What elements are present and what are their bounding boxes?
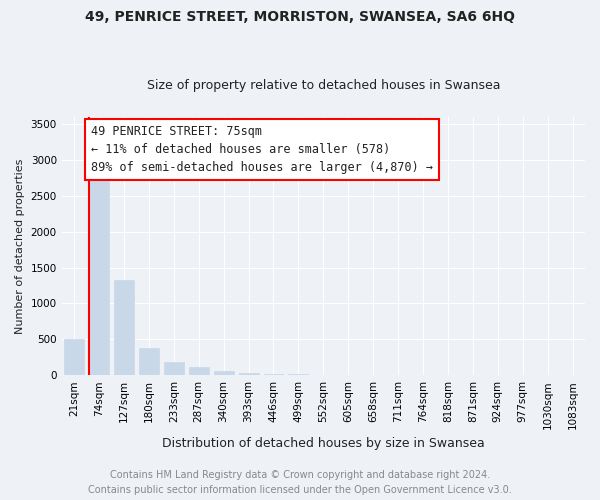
Bar [64, 340, 84, 375]
Bar [214, 371, 233, 375]
Bar [164, 362, 184, 375]
Text: 49 PENRICE STREET: 75sqm
← 11% of detached houses are smaller (578)
89% of semi-: 49 PENRICE STREET: 75sqm ← 11% of detach… [91, 126, 433, 174]
Bar [289, 374, 308, 375]
Bar [114, 280, 134, 375]
Text: Contains HM Land Registry data © Crown copyright and database right 2024.
Contai: Contains HM Land Registry data © Crown c… [88, 470, 512, 495]
Bar [263, 374, 283, 375]
X-axis label: Distribution of detached houses by size in Swansea: Distribution of detached houses by size … [162, 437, 485, 450]
Title: Size of property relative to detached houses in Swansea: Size of property relative to detached ho… [146, 79, 500, 92]
Y-axis label: Number of detached properties: Number of detached properties [15, 158, 25, 334]
Bar [139, 348, 159, 375]
Bar [189, 367, 209, 375]
Bar [89, 138, 109, 375]
Text: 49, PENRICE STREET, MORRISTON, SWANSEA, SA6 6HQ: 49, PENRICE STREET, MORRISTON, SWANSEA, … [85, 10, 515, 24]
Bar [239, 372, 259, 375]
Bar [313, 374, 334, 375]
